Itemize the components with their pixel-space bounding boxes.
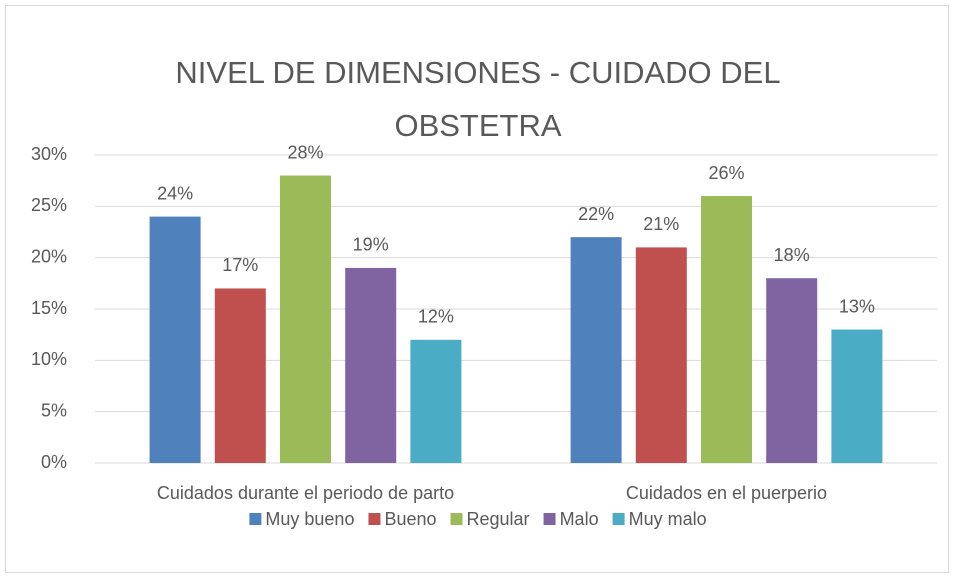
y-tick-label: 15% <box>31 298 67 318</box>
legend-swatch <box>368 513 381 525</box>
data-label: 17% <box>222 255 258 275</box>
bar <box>766 278 818 463</box>
y-tick-label: 25% <box>31 195 67 215</box>
data-label: 22% <box>578 204 614 224</box>
legend-label: Bueno <box>384 509 436 529</box>
y-tick-label: 10% <box>31 349 67 369</box>
data-label: 18% <box>774 245 810 265</box>
bar <box>701 196 752 464</box>
bar <box>280 175 331 464</box>
x-tick-label: Cuidados durante el periodo de parto <box>157 483 454 503</box>
y-tick-label: 5% <box>41 400 67 420</box>
legend-label: Malo <box>560 509 599 529</box>
data-label: 21% <box>643 214 679 234</box>
bar <box>149 216 201 463</box>
legend-swatch <box>543 513 556 525</box>
bar <box>635 247 687 463</box>
legend-swatch <box>612 513 625 525</box>
data-label: 19% <box>353 235 389 255</box>
bar <box>214 288 266 463</box>
data-label: 13% <box>839 296 875 316</box>
chart-title: NIVEL DE DIMENSIONES - CUIDADO DEL OBSTE… <box>175 55 781 143</box>
data-label: 28% <box>287 142 323 162</box>
x-tick-label: Cuidados en el puerperio <box>626 483 827 503</box>
y-tick-label: 0% <box>41 452 67 472</box>
y-tick-label: 20% <box>31 246 67 266</box>
legend-swatch <box>249 513 262 525</box>
bar <box>570 237 622 463</box>
data-label: 24% <box>157 183 193 203</box>
chart-frame <box>5 5 949 573</box>
bar <box>410 339 462 463</box>
data-label: 12% <box>418 307 454 327</box>
legend-swatch <box>450 513 463 525</box>
legend-label: Muy malo <box>629 509 707 529</box>
bar <box>345 267 397 463</box>
legend-label: Regular <box>467 509 530 529</box>
data-label: 26% <box>708 163 744 183</box>
y-tick-label: 30% <box>31 144 67 164</box>
bar <box>831 329 883 463</box>
legend-label: Muy bueno <box>265 509 354 529</box>
